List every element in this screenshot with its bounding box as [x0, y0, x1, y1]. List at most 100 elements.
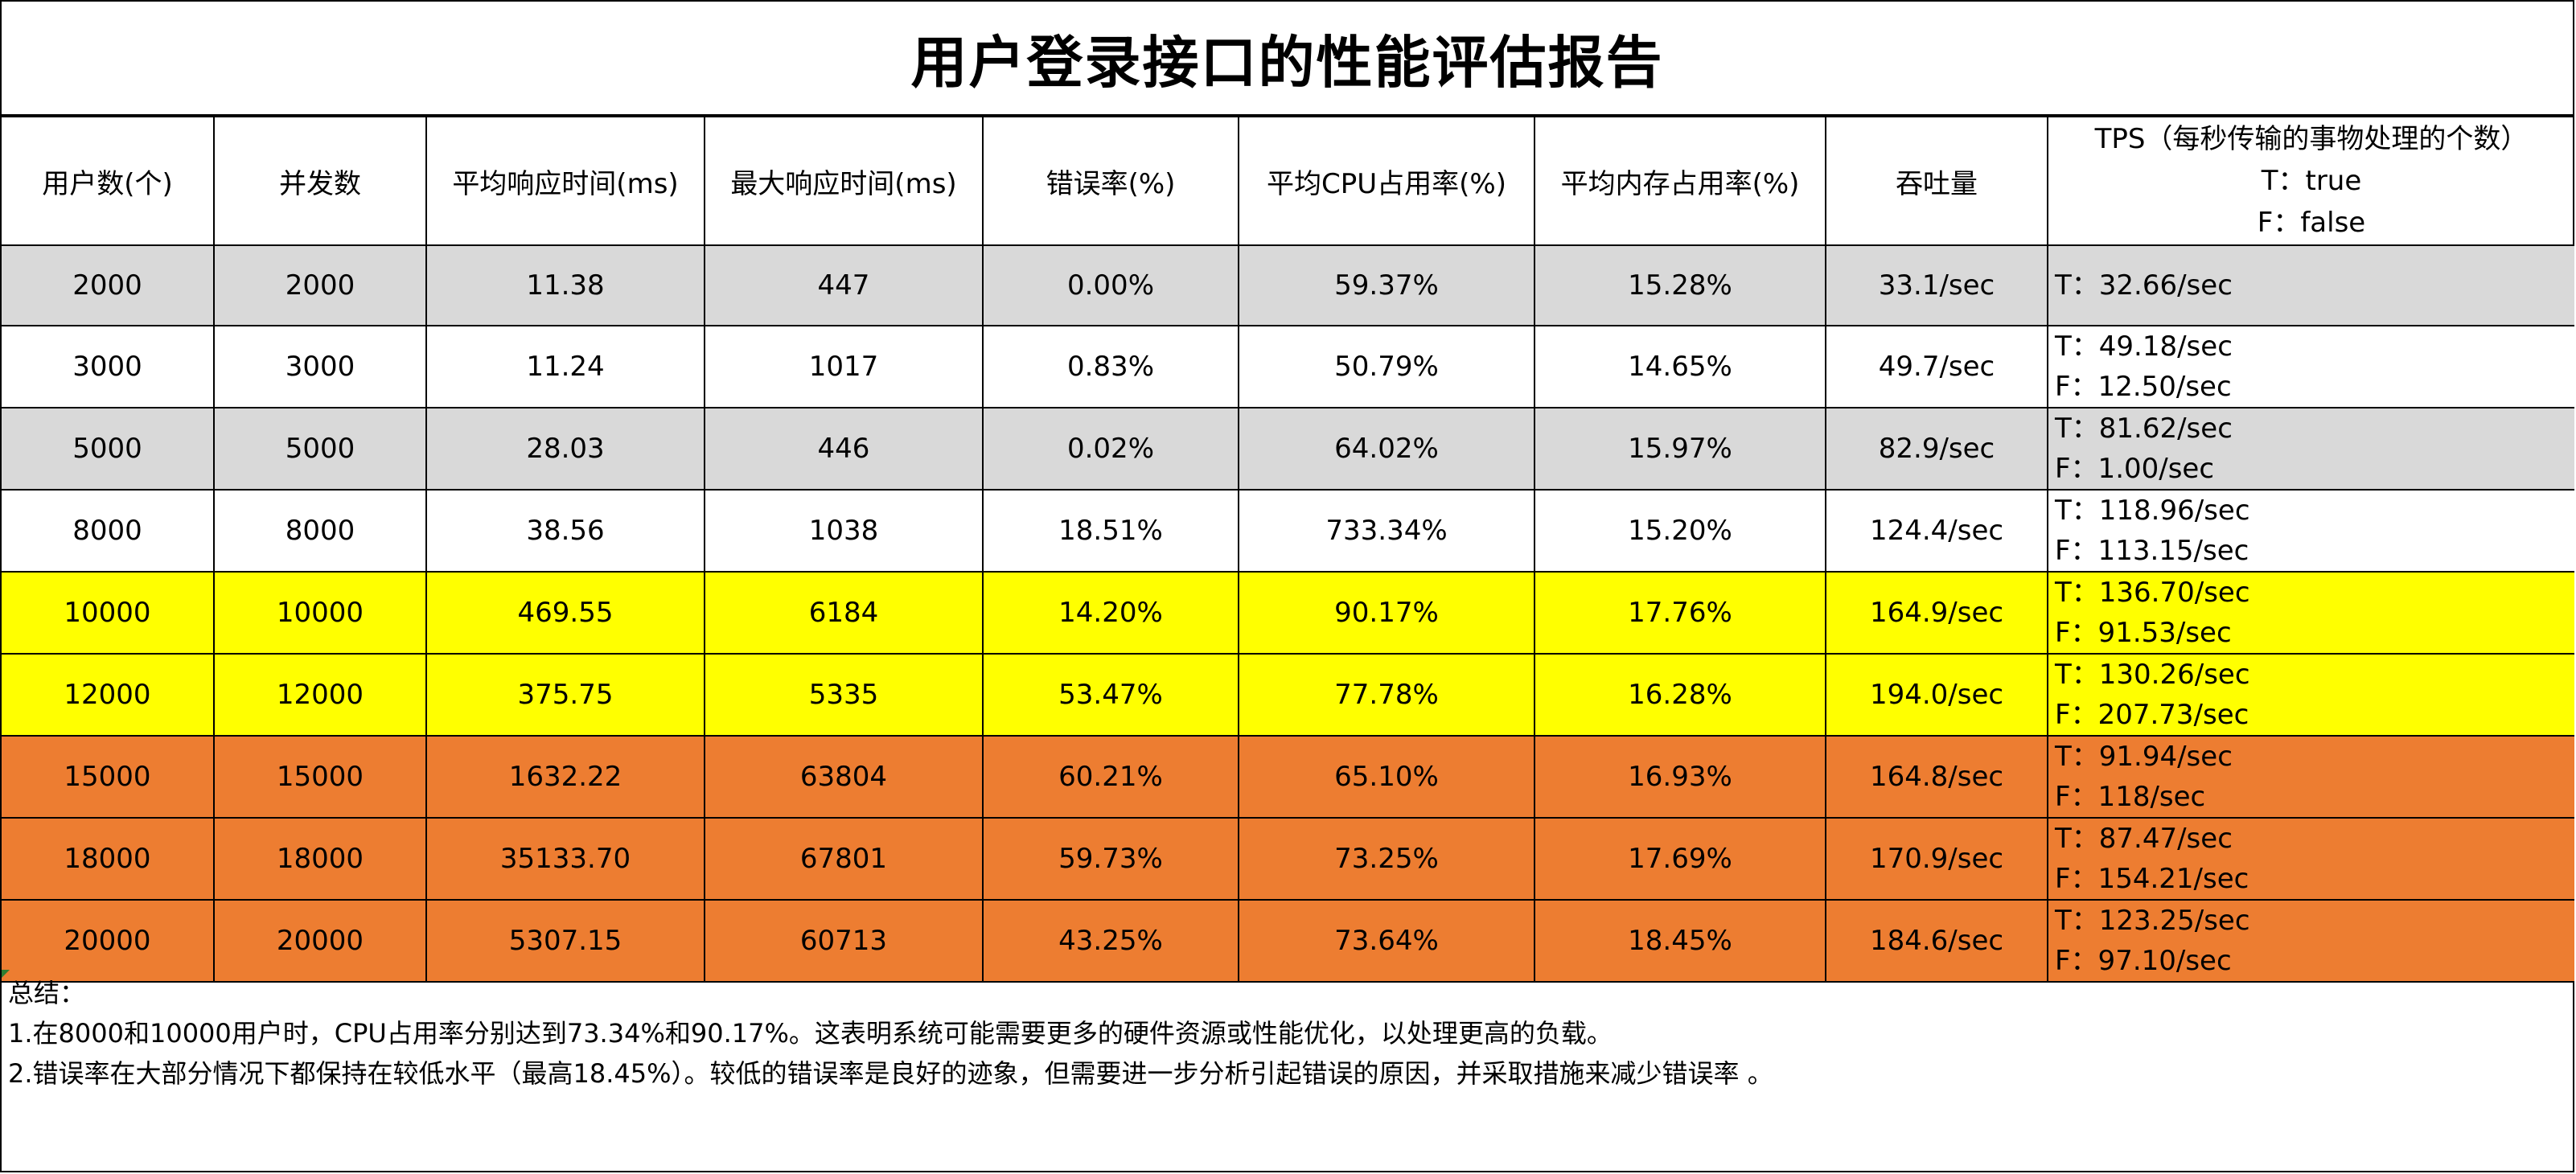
cell-throughput[interactable]: 164.8/sec — [1825, 735, 2048, 819]
header-concurrency[interactable]: 并发数 — [213, 116, 427, 246]
cell-throughput[interactable]: 82.9/sec — [1825, 407, 2048, 491]
cell-concurrency[interactable]: 15000 — [213, 735, 427, 819]
cell-avg-response[interactable]: 11.24 — [425, 325, 705, 408]
cell-throughput[interactable]: 49.7/sec — [1825, 325, 2048, 408]
cell-error-rate[interactable]: 0.00% — [982, 244, 1239, 326]
cell-avg-cpu[interactable]: 50.79% — [1238, 325, 1535, 408]
cell-concurrency[interactable]: 8000 — [213, 489, 427, 573]
cell-concurrency[interactable]: 10000 — [213, 571, 427, 655]
cell-tps[interactable]: T：81.62/sec F：1.00/sec — [2047, 407, 2574, 491]
cell-error-rate[interactable]: 43.25% — [982, 899, 1239, 983]
cell-max-response[interactable]: 1017 — [704, 325, 984, 408]
cell-tps-true: T：118.96/sec — [2055, 495, 2250, 527]
header-error-rate[interactable]: 错误率(%) — [982, 116, 1239, 246]
cell-avg-cpu[interactable]: 733.34% — [1238, 489, 1535, 573]
cell-users[interactable]: 15000 — [2, 735, 215, 819]
cell-throughput[interactable]: 164.9/sec — [1825, 571, 2048, 655]
cell-concurrency[interactable]: 20000 — [213, 899, 427, 983]
header-tps[interactable]: TPS（每秒传输的事物处理的个数） T：true F：false — [2047, 116, 2574, 246]
cell-concurrency[interactable]: 5000 — [213, 407, 427, 491]
header-avg-cpu[interactable]: 平均CPU占用率(%) — [1238, 116, 1535, 246]
cell-avg-memory[interactable]: 15.20% — [1534, 489, 1826, 573]
table-row: 15000 15000 1632.22 63804 60.21% 65.10% … — [2, 735, 2574, 819]
header-avg-memory[interactable]: 平均内存占用率(%) — [1534, 116, 1826, 246]
header-throughput[interactable]: 吞吐量 — [1825, 116, 2048, 246]
cell-avg-response[interactable]: 28.03 — [425, 407, 705, 491]
cell-avg-response[interactable]: 11.38 — [425, 244, 705, 326]
header-avg-response[interactable]: 平均响应时间(ms) — [425, 116, 705, 246]
cell-throughput[interactable]: 184.6/sec — [1825, 899, 2048, 983]
cell-max-response[interactable]: 6184 — [704, 571, 984, 655]
cell-error-rate[interactable]: 18.51% — [982, 489, 1239, 573]
header-users[interactable]: 用户数(个) — [2, 116, 215, 246]
summary-cell[interactable]: 总结： 1.在8000和10000用户时，CPU占用率分别达到73.34%和90… — [8, 973, 1773, 1094]
cell-max-response[interactable]: 60713 — [704, 899, 984, 983]
cell-tps[interactable]: T：118.96/sec F：113.15/sec — [2047, 489, 2574, 573]
cell-tps-false: F：113.15/sec — [2055, 535, 2249, 567]
cell-throughput[interactable]: 194.0/sec — [1825, 653, 2048, 737]
cell-concurrency[interactable]: 12000 — [213, 653, 427, 737]
cell-error-rate[interactable]: 59.73% — [982, 817, 1239, 901]
cell-max-response[interactable]: 446 — [704, 407, 984, 491]
cell-users[interactable]: 5000 — [2, 407, 215, 491]
header-max-response[interactable]: 最大响应时间(ms) — [704, 116, 984, 246]
cell-tps[interactable]: T：91.94/sec F：118/sec — [2047, 735, 2574, 819]
cell-avg-cpu[interactable]: 65.10% — [1238, 735, 1535, 819]
cell-tps[interactable]: T：49.18/sec F：12.50/sec — [2047, 325, 2574, 408]
cell-avg-response[interactable]: 5307.15 — [425, 899, 705, 983]
cell-tps[interactable]: T：130.26/sec F：207.73/sec — [2047, 653, 2574, 737]
cell-tps-true: T：130.26/sec — [2055, 659, 2250, 691]
cell-avg-cpu[interactable]: 77.78% — [1238, 653, 1535, 737]
cell-users[interactable]: 3000 — [2, 325, 215, 408]
cell-avg-memory[interactable]: 15.28% — [1534, 244, 1826, 326]
cell-avg-cpu[interactable]: 64.02% — [1238, 407, 1535, 491]
cell-avg-memory[interactable]: 17.69% — [1534, 817, 1826, 901]
cell-avg-memory[interactable]: 16.28% — [1534, 653, 1826, 737]
cell-avg-cpu[interactable]: 59.37% — [1238, 244, 1535, 326]
cell-max-response[interactable]: 5335 — [704, 653, 984, 737]
cell-avg-response[interactable]: 375.75 — [425, 653, 705, 737]
cell-avg-memory[interactable]: 16.93% — [1534, 735, 1826, 819]
cell-tps[interactable]: T：87.47/sec F：154.21/sec — [2047, 817, 2574, 901]
cell-concurrency[interactable]: 18000 — [213, 817, 427, 901]
cell-users[interactable]: 10000 — [2, 571, 215, 655]
cell-concurrency[interactable]: 2000 — [213, 244, 427, 326]
cell-users[interactable]: 20000 — [2, 899, 215, 983]
cell-throughput[interactable]: 33.1/sec — [1825, 244, 2048, 326]
cell-avg-memory[interactable]: 14.65% — [1534, 325, 1826, 408]
header-tps-line3: F：false — [2257, 207, 2366, 239]
cell-tps[interactable]: T：136.70/sec F：91.53/sec — [2047, 571, 2574, 655]
cell-users[interactable]: 12000 — [2, 653, 215, 737]
cell-tps[interactable]: T：32.66/sec — [2047, 244, 2574, 326]
summary-label: 总结： — [8, 978, 86, 1008]
cell-avg-response[interactable]: 38.56 — [425, 489, 705, 573]
cell-max-response[interactable]: 1038 — [704, 489, 984, 573]
cell-avg-response[interactable]: 1632.22 — [425, 735, 705, 819]
cell-max-response[interactable]: 63804 — [704, 735, 984, 819]
cell-avg-memory[interactable]: 17.76% — [1534, 571, 1826, 655]
cell-error-rate[interactable]: 53.47% — [982, 653, 1239, 737]
cell-concurrency[interactable]: 3000 — [213, 325, 427, 408]
cell-avg-cpu[interactable]: 73.64% — [1238, 899, 1535, 983]
cell-users[interactable]: 2000 — [2, 244, 215, 326]
cell-avg-memory[interactable]: 15.97% — [1534, 407, 1826, 491]
summary-line-1: 1.在8000和10000用户时，CPU占用率分别达到73.34%和90.17%… — [8, 1018, 1613, 1049]
cell-error-rate[interactable]: 0.83% — [982, 325, 1239, 408]
cell-avg-cpu[interactable]: 73.25% — [1238, 817, 1535, 901]
cell-throughput[interactable]: 124.4/sec — [1825, 489, 2048, 573]
cell-avg-memory[interactable]: 18.45% — [1534, 899, 1826, 983]
cell-max-response[interactable]: 67801 — [704, 817, 984, 901]
cell-avg-response[interactable]: 35133.70 — [425, 817, 705, 901]
cell-tps[interactable]: T：123.25/sec F：97.10/sec — [2047, 899, 2574, 983]
cell-error-rate[interactable]: 60.21% — [982, 735, 1239, 819]
cell-max-response[interactable]: 447 — [704, 244, 984, 326]
cell-throughput[interactable]: 170.9/sec — [1825, 817, 2048, 901]
cell-error-rate[interactable]: 14.20% — [982, 571, 1239, 655]
cell-avg-response[interactable]: 469.55 — [425, 571, 705, 655]
cell-error-rate[interactable]: 0.02% — [982, 407, 1239, 491]
cell-avg-cpu[interactable]: 90.17% — [1238, 571, 1535, 655]
cell-users[interactable]: 18000 — [2, 817, 215, 901]
cell-tps-false: F：1.00/sec — [2055, 453, 2215, 485]
cell-users[interactable]: 8000 — [2, 489, 215, 573]
table-row: 3000 3000 11.24 1017 0.83% 50.79% 14.65%… — [2, 325, 2574, 408]
